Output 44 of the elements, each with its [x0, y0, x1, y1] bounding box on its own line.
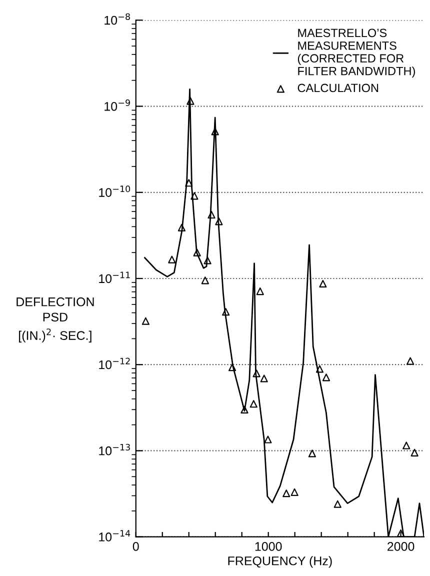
- point: [240, 406, 248, 414]
- y-tick-label: 10$^{−12}$: [99, 358, 130, 370]
- point: [334, 500, 342, 508]
- y-tick-label: 10$^{−14}$: [99, 530, 130, 542]
- point: [190, 192, 198, 200]
- x-tick-label: 0: [132, 542, 139, 551]
- point: [396, 529, 405, 537]
- x-tick-label: 1000: [255, 542, 282, 551]
- y-axis-title: DEFLECTION PSD [(IN.)$^{2}$· SEC.]: [16, 297, 94, 342]
- y-tick-label: 10$^{−9}$: [104, 99, 130, 111]
- point: [322, 374, 330, 382]
- point: [186, 97, 194, 105]
- point: [260, 374, 268, 382]
- point: [406, 357, 414, 365]
- y-tick-label: 10$^{−13}$: [99, 444, 130, 456]
- point: [319, 280, 327, 288]
- point: [282, 490, 290, 498]
- point: [256, 287, 264, 296]
- point: [204, 256, 212, 264]
- point: [201, 276, 209, 284]
- x-axis-title: FREQUENCY (Hz): [228, 556, 332, 568]
- legend-label: CALCULATION: [298, 84, 378, 92]
- point: [142, 317, 150, 325]
- point: [193, 248, 201, 256]
- x-tick-label: 2000: [388, 542, 414, 551]
- point: [208, 210, 216, 219]
- point: [250, 400, 258, 408]
- point: [178, 224, 186, 232]
- point: [410, 448, 418, 456]
- y-tick-label: 10$^{−8}$: [104, 13, 130, 25]
- point: [228, 364, 236, 372]
- point: [402, 442, 410, 450]
- point: [185, 179, 193, 187]
- point: [252, 370, 260, 378]
- y-tick-label: 10$^{−10}$: [99, 186, 130, 197]
- point: [215, 218, 223, 226]
- point: [222, 308, 230, 316]
- point: [290, 488, 298, 496]
- point: [316, 365, 324, 373]
- legend-label: MAESTRELLO’S MEASUREMENTS (CORRECTED FOR FILTER BANDWIDTH): [298, 28, 415, 78]
- point: [168, 256, 176, 264]
- y-tick-label: 10$^{−11}$: [99, 272, 130, 284]
- point: [308, 450, 316, 458]
- point: [264, 436, 272, 444]
